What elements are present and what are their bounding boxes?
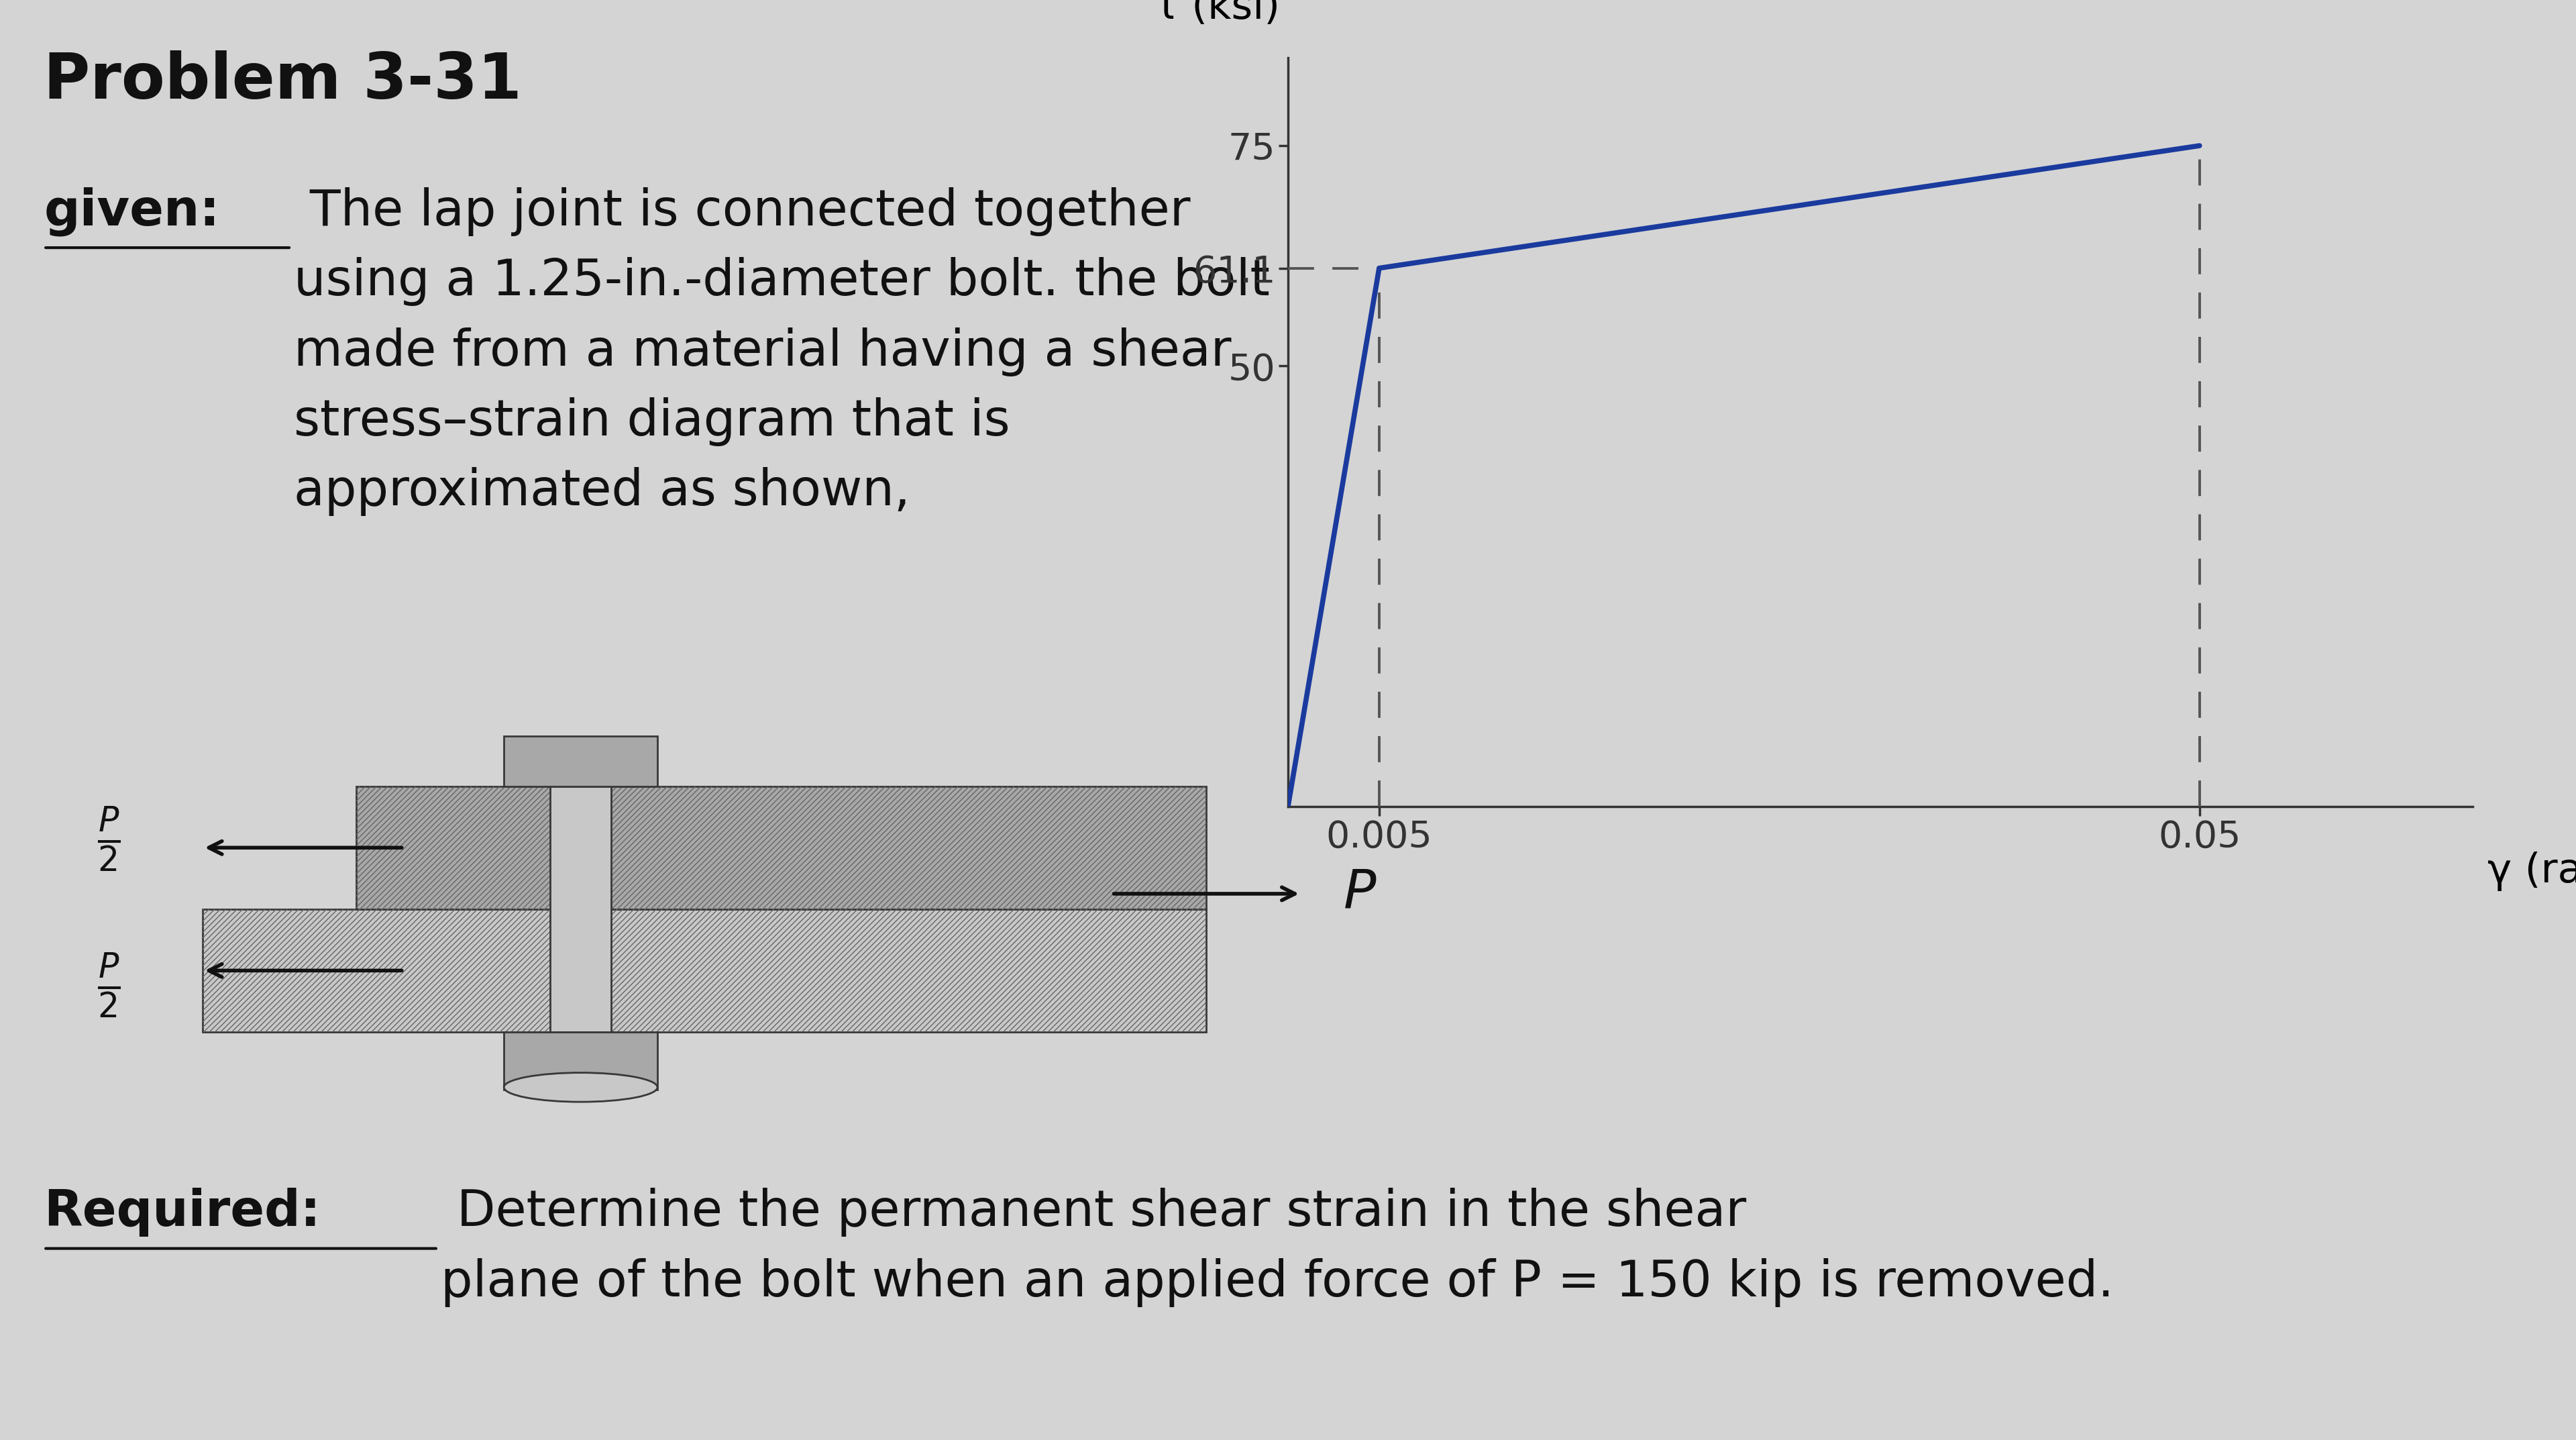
Text: The lap joint is connected together
using a 1.25-in.-diameter bolt. the bolt is
: The lap joint is connected together usin… [294,187,1327,517]
Bar [505,736,657,786]
Text: $\frac{P}{2}$: $\frac{P}{2}$ [98,805,121,874]
Text: Determine the permanent shear strain in the shear
plane of the bolt when an appl: Determine the permanent shear strain in … [440,1188,2115,1308]
Ellipse shape [505,1073,657,1102]
Bar [204,909,1206,1032]
Bar [355,786,1206,909]
X-axis label: γ (rad): γ (rad) [2488,851,2576,891]
Bar [505,1032,657,1090]
Text: $\frac{P}{2}$: $\frac{P}{2}$ [98,952,121,1021]
Text: Required:: Required: [44,1188,319,1237]
Y-axis label: τ (ksi): τ (ksi) [1154,0,1280,27]
Bar [204,909,1206,1032]
Bar [355,786,1206,909]
Text: given:: given: [44,187,219,236]
Text: Problem 3-31: Problem 3-31 [44,50,523,112]
Bar [551,786,611,1032]
Text: $P$: $P$ [1342,867,1376,920]
